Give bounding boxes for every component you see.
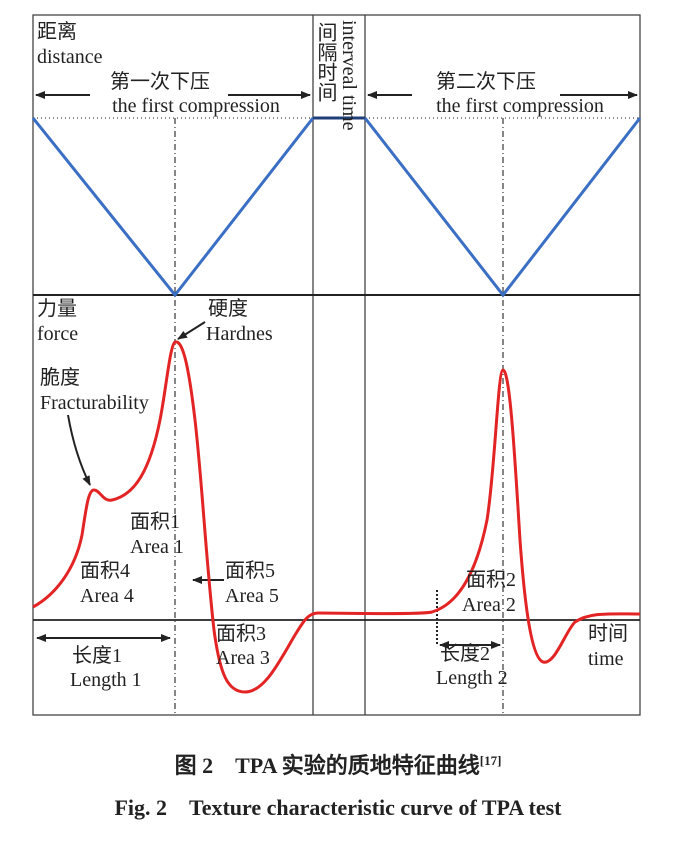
label: 第一次下压 xyxy=(110,70,210,93)
label: Fracturability xyxy=(40,392,149,414)
label: force xyxy=(37,323,78,345)
caption-text: TPA 实验的质地特征曲线 xyxy=(235,753,480,778)
label: distance xyxy=(37,46,103,68)
label: 长度1 xyxy=(72,644,122,667)
label: the first compression xyxy=(436,95,604,117)
force-curve xyxy=(32,340,641,694)
label: time xyxy=(588,648,624,670)
caption-ref: [17] xyxy=(480,753,502,768)
label: Area 4 xyxy=(80,585,134,607)
caption-text: Texture characteristic curve of TPA test xyxy=(189,795,562,820)
label: 时间 xyxy=(588,622,628,645)
label: Area 2 xyxy=(462,594,516,616)
label: 面积2 xyxy=(466,568,516,591)
label: 硬度 xyxy=(208,297,248,320)
caption-en: Fig. 2 Texture characteristic curve of TP… xyxy=(114,795,562,820)
label: 距离 xyxy=(37,20,77,43)
label: 长度2 xyxy=(440,642,490,665)
caption-label: Fig. 2 xyxy=(114,795,167,820)
caption-label: 图 2 xyxy=(175,753,214,778)
label: Area 5 xyxy=(225,585,279,607)
labels: 距离 distance 第一次下压 the first compression … xyxy=(37,20,628,691)
label: 面积4 xyxy=(80,559,130,582)
label: Area 3 xyxy=(216,647,270,669)
label: Length 1 xyxy=(70,669,142,691)
label: Area 1 xyxy=(130,536,184,558)
label: 面积1 xyxy=(130,510,180,533)
label: Hardnes xyxy=(206,323,273,345)
label: 脆度 xyxy=(40,366,80,389)
distance-curve xyxy=(31,117,642,298)
caption-zh: 图 2 TPA 实验的质地特征曲线[17] xyxy=(175,753,502,778)
label: 力量 xyxy=(37,297,77,320)
label: 间隔时间 xyxy=(314,22,336,102)
label: interveal time xyxy=(338,20,360,131)
label: 第二次下压 xyxy=(436,70,536,93)
label: Length 2 xyxy=(436,667,508,689)
label: the first compression xyxy=(112,95,280,117)
label: 面积5 xyxy=(225,559,275,582)
label: 面积3 xyxy=(216,622,266,645)
frame xyxy=(32,14,641,716)
